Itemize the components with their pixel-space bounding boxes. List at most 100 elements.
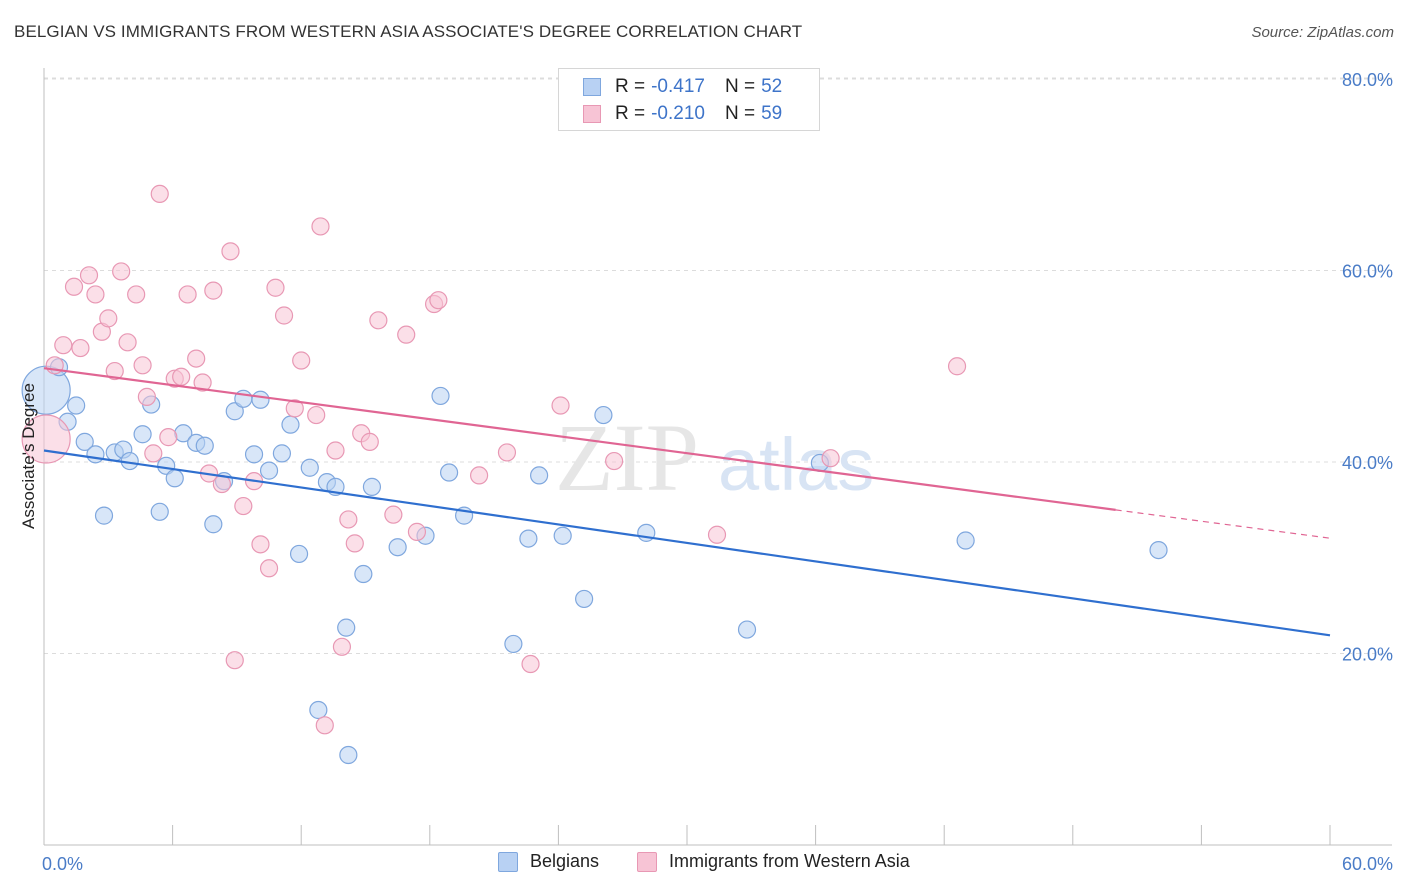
belgians-point [272, 444, 292, 463]
belgians-point [504, 634, 523, 654]
chart-title: BELGIAN VS IMMIGRANTS FROM WESTERN ASIA … [14, 22, 803, 41]
y-tick-label: 20.0% [1342, 645, 1393, 665]
legend-n-value: 59 [761, 103, 783, 124]
western-asia-point [54, 336, 73, 355]
western-asia-trend-extension [1115, 509, 1331, 539]
western-asia-point [285, 399, 304, 418]
legend-r-value: -0.417 [651, 76, 705, 97]
y-tick-label: 60.0% [1342, 262, 1393, 282]
legend-n-value: 52 [761, 76, 783, 97]
x-tick-label: 0.0% [42, 854, 83, 874]
western-asia-point [307, 405, 326, 425]
grid-lines [44, 77, 1392, 654]
watermark-zip: ZIP [555, 404, 699, 511]
western-asia-point [274, 306, 294, 325]
western-asia-point [144, 444, 163, 463]
legend-swatch-pink [637, 851, 657, 872]
trend-lines [43, 367, 1331, 637]
western-asia-points [21, 184, 967, 735]
legend-swatch-blue [583, 78, 601, 96]
legend-r-label: R = [615, 76, 646, 97]
western-asia-point [150, 184, 169, 203]
watermark-atlas: atlas [718, 423, 874, 506]
western-asia-point [178, 285, 197, 304]
legend-item-belgians: Belgians [498, 851, 599, 872]
western-asia-point [311, 217, 330, 236]
western-asia-point [521, 654, 540, 674]
belgians-point [575, 589, 594, 609]
western-asia-point [159, 428, 178, 447]
western-asia-point [360, 432, 379, 451]
correlation-legend: R = -0.417 N = 52 R = -0.210 N = 59 [558, 68, 820, 131]
western-asia-point [133, 356, 152, 375]
belgians-point [67, 396, 86, 415]
belgians-point [225, 402, 244, 421]
western-asia-point [21, 414, 71, 464]
western-asia-trend-line [43, 367, 1116, 511]
western-asia-point [71, 338, 90, 358]
western-asia-point [172, 367, 191, 386]
belgians-point [388, 538, 407, 557]
belgians-point [519, 529, 538, 548]
western-asia-point [947, 357, 967, 376]
western-asia-point [326, 441, 345, 460]
western-asia-point [707, 525, 727, 544]
western-asia-point [315, 716, 334, 735]
belgians-point [75, 432, 94, 451]
western-asia-point [429, 291, 448, 310]
belgians-point [94, 506, 114, 525]
western-asia-point [118, 333, 137, 352]
belgians-point [251, 390, 270, 409]
belgians-point [133, 425, 152, 444]
belgians-point [439, 463, 459, 482]
legend-label: Belgians [530, 851, 600, 871]
western-asia-point [112, 262, 131, 281]
western-asia-point [292, 351, 311, 370]
legend-label: Immigrants from Western Asia [669, 851, 910, 871]
belgians-point [244, 445, 264, 464]
western-asia-point [86, 285, 105, 304]
western-asia-point [127, 285, 146, 304]
belgians-point [362, 477, 382, 496]
belgians-point [594, 405, 613, 425]
belgians-point [289, 544, 309, 564]
belgians-point [339, 745, 358, 765]
belgians-point [737, 620, 757, 639]
legend-swatch-pink [583, 105, 601, 123]
belgians-point [86, 445, 105, 464]
belgians-point [309, 700, 328, 720]
belgians-point [553, 526, 572, 545]
western-asia-point [332, 637, 352, 656]
western-asia-point [469, 466, 489, 485]
western-asia-point [497, 443, 517, 462]
western-asia-point [105, 361, 124, 381]
series-legend: Belgians Immigrants from Western Asia [0, 851, 1406, 879]
belgians-point [530, 466, 549, 485]
western-asia-point [259, 559, 279, 578]
belgians-point [300, 458, 319, 477]
western-asia-point [79, 266, 99, 285]
belgians-points [21, 358, 1168, 765]
western-asia-point [339, 510, 358, 529]
belgians-point [354, 564, 373, 584]
western-asia-point [225, 651, 244, 670]
y-tick-label: 40.0% [1342, 453, 1393, 473]
belgians-point [956, 531, 975, 550]
western-asia-point [99, 309, 118, 328]
legend-row-belgians: R = -0.417 N = 52 [583, 74, 782, 100]
belgians-point [204, 515, 223, 534]
western-asia-point [384, 505, 403, 524]
legend-swatch-blue [498, 851, 518, 872]
western-asia-point [407, 522, 427, 541]
tick-labels: 20.0% 40.0% 60.0% 80.0% 0.0% 60.0% [42, 70, 1393, 874]
x-tick-label: 60.0% [1342, 854, 1393, 874]
western-asia-point [64, 277, 84, 296]
legend-n-label: N = [724, 76, 756, 97]
western-asia-point [212, 474, 231, 494]
western-asia-point [397, 325, 416, 344]
western-asia-point [551, 396, 570, 415]
western-asia-point [187, 349, 206, 368]
belgians-point [1149, 540, 1168, 560]
legend-item-western-asia: Immigrants from Western Asia [637, 851, 910, 872]
